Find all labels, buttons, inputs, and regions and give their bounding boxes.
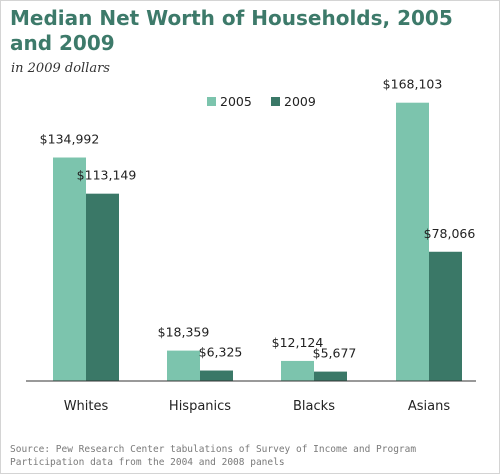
value-labels: $134,992 $113,149 $18,359 $6,325 $12,124$5,6… (40, 77, 476, 361)
value-label-hispanics-2009: $6,325 (199, 345, 243, 360)
bar-hispanics-2009 (200, 370, 233, 381)
bars (53, 102, 462, 382)
category-label-blacks: Blacks (293, 399, 335, 414)
bar-asians-2009 (429, 251, 462, 381)
value-label-asians-2005: $168,103 (383, 77, 443, 92)
source-note: Source: Pew Research Center tabulations … (10, 444, 417, 468)
value-label-whites-2005: $134,992 (40, 132, 100, 147)
value-label-whites-2009: $113,149 (77, 168, 137, 183)
category-label-hispanics: Hispanics (169, 399, 231, 414)
value-label-blacks-2005: $12,124 (272, 335, 324, 350)
chart-subtitle: in 2009 dollars (11, 61, 110, 76)
chart-title: Median Net Worth of Households, 2005 and… (10, 6, 453, 55)
legend-swatch-2005 (207, 97, 216, 106)
bar-whites-2005 (53, 157, 86, 381)
bar-whites-2009 (86, 193, 119, 381)
bar-blacks-2005 (281, 360, 314, 381)
category-labels: Whites Hispanics Blacks Asians (64, 399, 451, 414)
legend-label-2009: 2009 (284, 94, 316, 109)
bar-blacks-2009 (314, 371, 347, 381)
legend: 2005 2009 (207, 94, 316, 109)
legend-label-2005: 2005 (220, 94, 252, 109)
bar-chart: 2005 2009 $134,992$113,149$18,359$6,325$1… (26, 77, 476, 414)
value-label-hispanics-2005: $18,359 (158, 325, 210, 340)
legend-swatch-2009 (271, 97, 280, 106)
category-label-whites: Whites (64, 399, 109, 414)
category-label-asians: Asians (408, 399, 450, 414)
bar-hispanics-2005 (167, 350, 200, 381)
bar-asians-2005 (396, 102, 429, 382)
value-label-blacks-2009: $5,677 (313, 346, 357, 361)
value-label-asians-2009: $78,066 (424, 226, 476, 241)
